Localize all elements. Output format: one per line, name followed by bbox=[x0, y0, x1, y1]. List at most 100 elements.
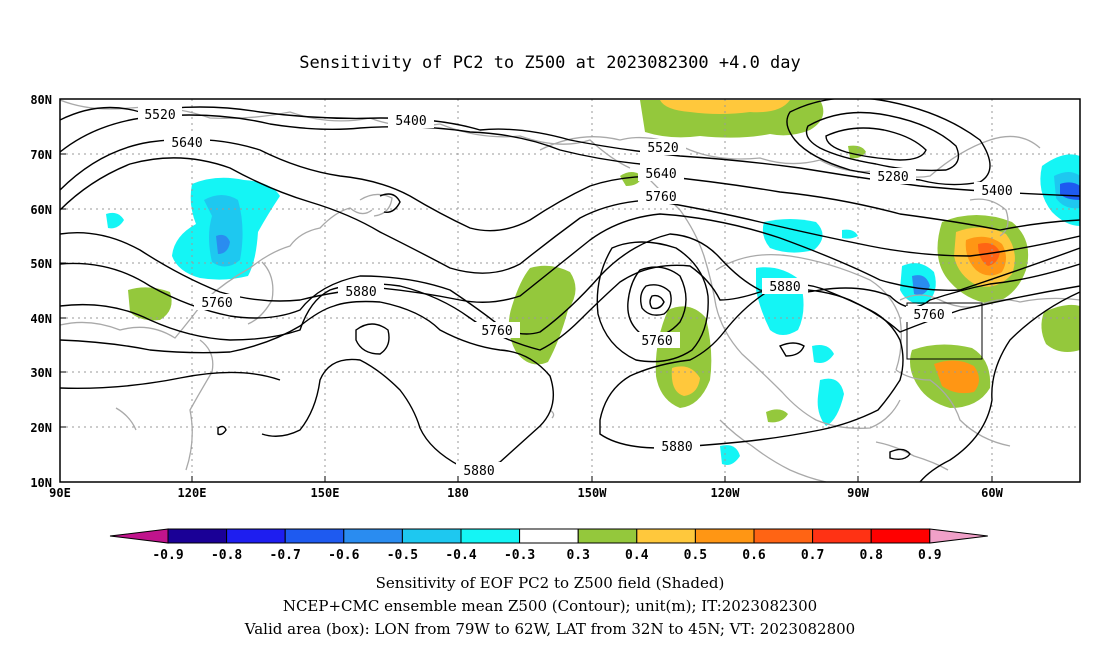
map-title: Sensitivity of PC2 to Z500 at 2023082300… bbox=[299, 53, 801, 73]
colorbar-swatch bbox=[753, 528, 814, 544]
x-tick-label: 180 bbox=[447, 486, 469, 500]
x-tick-label: 120E bbox=[178, 486, 207, 500]
contour-line bbox=[60, 233, 1080, 335]
positive-region bbox=[766, 409, 788, 423]
y-tick-label: 20N bbox=[30, 421, 52, 435]
contour-label: 5880 bbox=[463, 464, 494, 479]
positive-region bbox=[128, 287, 172, 321]
y-axis-ticks: 80N 70N 60N 50N 40N 30N 20N 10N bbox=[30, 93, 52, 490]
contour-line bbox=[786, 99, 991, 186]
contour-labels: 5520 5400 5640 5760 5880 5760 5520 5640 … bbox=[138, 106, 1020, 479]
negative-region bbox=[216, 234, 230, 254]
positive-region bbox=[1041, 304, 1080, 352]
y-tick-label: 10N bbox=[30, 476, 52, 490]
x-tick-label: 90W bbox=[847, 486, 869, 500]
negative-region bbox=[762, 219, 823, 253]
colorbar-label: -0.9 bbox=[152, 548, 183, 563]
negative-region bbox=[812, 345, 834, 363]
negative-region bbox=[106, 212, 124, 229]
contour-line bbox=[60, 138, 1080, 232]
negative-region bbox=[817, 378, 844, 426]
valid-area-box bbox=[906, 302, 983, 360]
colorbar-swatch bbox=[284, 528, 345, 544]
colorbar-label: 0.5 bbox=[684, 548, 707, 563]
contour-label: 5280 bbox=[877, 170, 908, 185]
colorbar-swatch bbox=[401, 528, 462, 544]
contour-label: 5880 bbox=[661, 440, 692, 455]
contour-line bbox=[596, 241, 709, 363]
colorbar-swatch bbox=[343, 528, 403, 544]
colorbar-swatch bbox=[577, 528, 638, 544]
contour-line bbox=[649, 294, 665, 310]
caption-line-3: Valid area (box): LON from 79W to 62W, L… bbox=[244, 620, 855, 638]
x-tick-label: 150W bbox=[578, 486, 608, 500]
map-frame bbox=[59, 98, 1081, 483]
colorbar-label: -0.7 bbox=[270, 548, 301, 563]
contour-line bbox=[805, 111, 960, 172]
colorbar-swatch bbox=[812, 528, 872, 544]
contour-line bbox=[889, 448, 911, 461]
contour-label: 5400 bbox=[395, 114, 426, 129]
colorbar-label: 0.9 bbox=[918, 548, 941, 563]
contour-label: 5520 bbox=[144, 108, 175, 123]
colorbar: -0.9 -0.8 -0.7 -0.6 -0.5 -0.4 -0.3 0.3 0.4 0.5 0.6… bbox=[109, 528, 988, 563]
x-tick-label: 150E bbox=[311, 486, 340, 500]
negative-region bbox=[912, 275, 930, 295]
colorbar-swatch bbox=[226, 528, 286, 544]
contour-line bbox=[825, 127, 927, 161]
y-tick-label: 30N bbox=[30, 366, 52, 380]
colorbar-label: 0.7 bbox=[801, 548, 824, 563]
caption-line-1: Sensitivity of EOF PC2 to Z500 field (Sh… bbox=[376, 574, 725, 592]
sensitivity-shading bbox=[106, 100, 1080, 465]
contour-label: 5640 bbox=[171, 136, 202, 151]
colorbar-label: 0.3 bbox=[566, 548, 589, 563]
contour-label: 5760 bbox=[641, 334, 672, 349]
colorbar-label: -0.5 bbox=[387, 548, 418, 563]
colorbar-label: -0.3 bbox=[504, 548, 535, 563]
colorbar-swatch bbox=[460, 528, 521, 544]
x-tick-label: 120W bbox=[711, 486, 741, 500]
colorbar-swatch bbox=[167, 528, 228, 544]
y-tick-label: 50N bbox=[30, 257, 52, 271]
y-tick-label: 70N bbox=[30, 148, 52, 162]
contour-line bbox=[639, 284, 672, 316]
y-tick-label: 40N bbox=[30, 312, 52, 326]
contour-line bbox=[919, 291, 1080, 482]
colorbar-label: 0.8 bbox=[859, 548, 883, 563]
colorbar-swatch bbox=[870, 528, 931, 544]
x-axis-ticks: 90E 120E 150E 180 150W 120W 90W 60W bbox=[49, 486, 1003, 500]
contour-label: 5640 bbox=[645, 167, 676, 182]
contour-line bbox=[60, 300, 554, 469]
contour-label: 5880 bbox=[769, 280, 800, 295]
contour-line bbox=[778, 342, 805, 357]
contour-label: 5520 bbox=[647, 141, 678, 156]
positive-region bbox=[934, 360, 979, 394]
positive-region bbox=[671, 366, 700, 396]
contour-line bbox=[60, 157, 1080, 274]
map-content: 5520 5400 5640 5760 5880 5760 5520 5640 … bbox=[60, 99, 1080, 482]
graticule bbox=[60, 99, 1080, 482]
colorbar-label: -0.4 bbox=[445, 548, 476, 563]
contour-line bbox=[60, 371, 281, 389]
contour-line bbox=[379, 193, 401, 213]
contour-label: 5760 bbox=[645, 190, 676, 205]
caption-line-2: NCEP+CMC ensemble mean Z500 (Contour); u… bbox=[283, 597, 817, 615]
contour-label: 5880 bbox=[345, 285, 376, 300]
positive-region bbox=[620, 172, 642, 186]
contour-line bbox=[355, 323, 390, 355]
negative-region bbox=[842, 229, 858, 239]
contour-line bbox=[599, 283, 904, 449]
contour-label: 5760 bbox=[201, 296, 232, 311]
contour-line bbox=[60, 213, 1080, 303]
positive-region bbox=[508, 265, 576, 365]
y-tick-label: 60N bbox=[30, 203, 52, 217]
y-tick-label: 80N bbox=[30, 93, 52, 107]
coastlines bbox=[60, 99, 1080, 482]
colorbar-high-extension bbox=[929, 528, 988, 544]
colorbar-swatch bbox=[636, 528, 696, 544]
colorbar-label: 0.4 bbox=[625, 548, 649, 563]
tick-marks bbox=[59, 98, 993, 483]
contour-label: 5760 bbox=[913, 308, 944, 323]
contour-label: 5760 bbox=[481, 324, 512, 339]
